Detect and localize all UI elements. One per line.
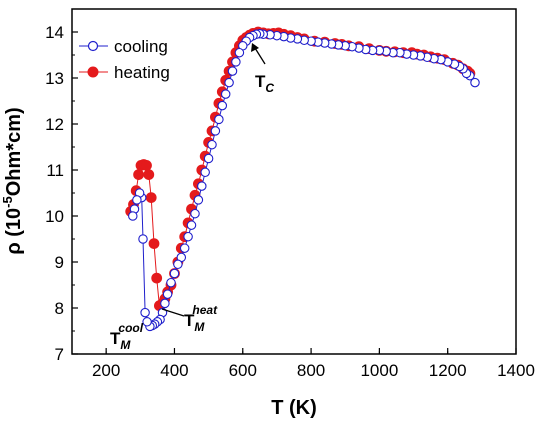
data-point-cooling — [160, 298, 170, 309]
data-point-cooling — [142, 317, 152, 327]
annotation-tc-arrow — [254, 47, 266, 65]
data-point-cooling — [197, 181, 207, 191]
data-point-cooling — [207, 139, 217, 150]
x-axis-title: T (K) — [271, 397, 317, 419]
y-tick-label: 13 — [45, 69, 64, 88]
data-point-cooling — [166, 277, 176, 288]
data-point-cooling — [128, 211, 138, 221]
x-tick-label: 1000 — [360, 361, 398, 380]
data-point-cooling — [220, 89, 231, 99]
legend-marker-heating — [87, 66, 99, 78]
data-point-heating — [141, 159, 152, 171]
series-layer — [125, 26, 480, 332]
y-tick-label: 12 — [45, 115, 64, 134]
data-point-cooling — [190, 208, 200, 219]
legend-label-heating: heating — [114, 63, 170, 82]
y-tick-label: 9 — [55, 253, 64, 272]
data-point-heating — [143, 169, 155, 181]
x-tick-label: 400 — [160, 361, 188, 380]
data-point-cooling — [132, 195, 142, 205]
y-axis-title-tail: Ohm*cm) — [3, 107, 25, 196]
data-point-heating — [148, 238, 160, 250]
data-point-cooling — [224, 77, 234, 88]
annotation-tc: TC — [251, 43, 274, 95]
data-point-cooling — [470, 77, 480, 88]
y-tick-label: 14 — [45, 23, 64, 42]
y-tick-label: 8 — [55, 299, 64, 318]
annotation-tm-heat: TMheat — [161, 303, 218, 334]
x-tick-label: 600 — [229, 361, 257, 380]
series-cooling — [128, 29, 480, 332]
legend: cooling heating — [79, 37, 170, 82]
data-point-cooling — [203, 153, 214, 164]
annotation-tc-label: TC — [255, 72, 274, 95]
data-point-cooling — [217, 100, 228, 111]
y-tick-label: 7 — [55, 345, 64, 364]
data-point-cooling — [138, 234, 148, 244]
data-point-cooling — [231, 57, 241, 67]
x-tick-label: 200 — [92, 361, 120, 380]
y-axis-title: ρ (10-5Ohm*cm) — [0, 107, 25, 254]
legend-label-cooling: cooling — [114, 37, 168, 56]
data-point-heating — [151, 272, 163, 284]
data-point-cooling — [193, 195, 204, 205]
plot-frame — [71, 8, 517, 355]
legend-marker-cooling — [87, 40, 99, 52]
data-point-heating — [145, 192, 157, 204]
data-point-cooling — [162, 289, 173, 299]
data-point-cooling — [169, 268, 180, 279]
y-axis-title-main: ρ (10 — [3, 208, 25, 255]
series-line-cooling — [132, 33, 476, 328]
data-point-cooling — [183, 231, 193, 242]
data-point-heating — [133, 169, 145, 181]
y-tick-label: 11 — [46, 161, 64, 180]
data-point-cooling — [214, 114, 224, 125]
annotation-tm-heat-label: TMheat — [184, 303, 218, 334]
data-point-cooling — [186, 220, 197, 230]
x-tick-label: 1400 — [497, 361, 535, 380]
x-tick-label: 1200 — [429, 361, 467, 380]
annotation-tc-arrowhead — [251, 43, 259, 52]
data-point-cooling — [140, 307, 150, 318]
x-tick-label: 800 — [297, 361, 325, 380]
data-point-cooling — [179, 243, 190, 253]
x-tick-labels: 200 400 600 800 1000 1200 1400 — [92, 361, 535, 380]
annotation-tm-cool-label: TMcool — [110, 321, 144, 352]
data-point-cooling — [173, 259, 183, 270]
annotation-tm-heat-line — [161, 308, 185, 317]
data-point-cooling — [227, 66, 238, 76]
y-axis-title-sup: -5 — [0, 196, 15, 208]
data-point-cooling — [210, 126, 221, 136]
data-point-cooling — [200, 167, 210, 178]
data-point-cooling — [234, 47, 245, 58]
annotation-tm-cool: TMcool — [110, 321, 144, 352]
y-tick-label: 10 — [45, 207, 64, 226]
y-tick-labels: 7 8 9 10 11 12 13 14 — [45, 23, 64, 364]
